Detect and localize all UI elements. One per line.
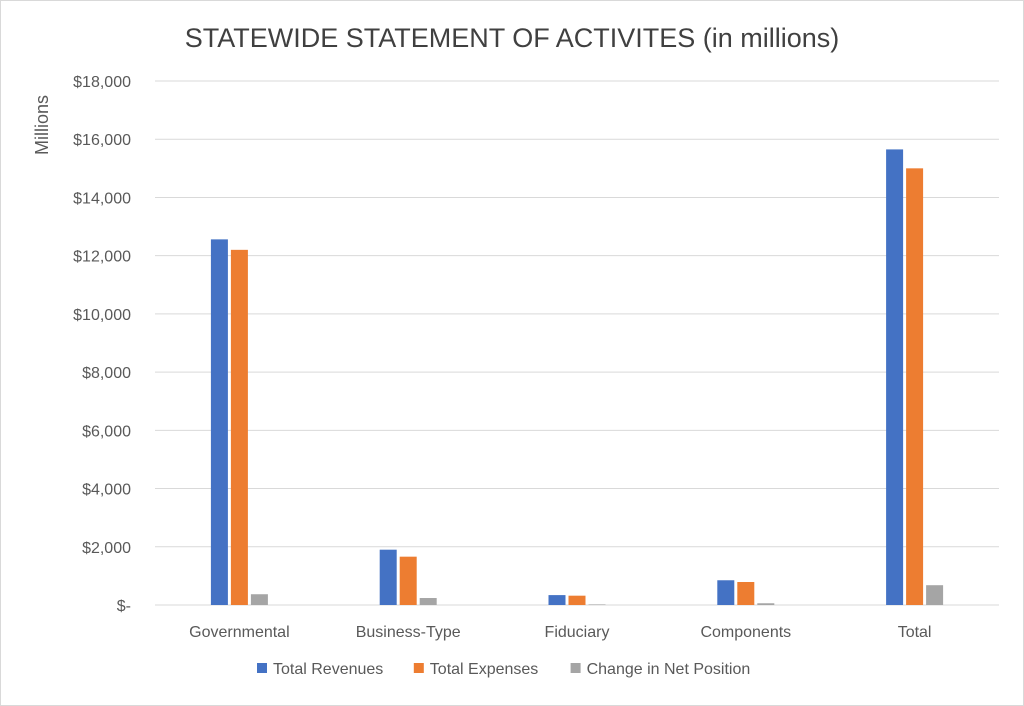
x-tick-label: Components [700, 624, 791, 641]
bar-governmental-change-in-net-position [250, 594, 268, 605]
legend-label: Total Expenses [430, 661, 539, 678]
bar-total-total-revenues [886, 149, 904, 605]
y-tick-label: $12,000 [73, 249, 131, 266]
bar-fiduciary-change-in-net-position [588, 604, 606, 605]
y-tick-label: $16,000 [73, 132, 131, 149]
y-tick-label: $6,000 [82, 423, 131, 440]
bar-total-total-expenses [906, 168, 924, 606]
x-tick-label: Fiduciary [545, 624, 610, 641]
legend-label: Total Revenues [273, 661, 383, 678]
bar-fiduciary-total-expenses [568, 595, 586, 605]
y-axis-label: Millions [32, 95, 52, 155]
x-tick-label: Total [898, 624, 932, 641]
x-tick-label: Business-Type [356, 624, 461, 641]
gridlines [155, 80, 999, 606]
y-tick-label: $8,000 [82, 365, 131, 382]
bar-business-type-total-revenues [379, 549, 397, 605]
y-axis-ticks: $- $2,000 $4,000 $6,000 $8,000 $10,000 $12,000… [73, 74, 131, 615]
chart-title: STATEWIDE STATEMENT OF ACTIVITES (in mil… [185, 23, 840, 53]
bar-governmental-total-expenses [230, 249, 248, 605]
y-tick-label: $2,000 [82, 540, 131, 557]
legend-label: Change in Net Position [587, 661, 751, 678]
legend-swatch [413, 663, 424, 673]
bar-business-type-total-expenses [399, 556, 417, 605]
y-tick-label: $10,000 [73, 307, 131, 324]
bar-components-total-expenses [737, 582, 755, 605]
bar-governmental-total-revenues [210, 239, 228, 605]
bars [210, 149, 944, 606]
legend: Total Revenues Total Expenses Change in Ne… [257, 661, 750, 678]
bar-components-total-revenues [717, 580, 735, 605]
y-tick-label: $14,000 [73, 190, 131, 207]
bar-fiduciary-total-revenues [548, 595, 566, 605]
x-axis-ticks: Governmental Business-Type Fiduciary Compon… [189, 624, 931, 641]
x-tick-label: Governmental [189, 624, 290, 641]
legend-swatch [257, 663, 267, 673]
y-tick-label: $4,000 [82, 482, 131, 499]
y-tick-label: $- [117, 598, 131, 615]
bar-components-change-in-net-position [757, 603, 775, 605]
y-tick-label: $18,000 [73, 74, 131, 91]
bar-business-type-change-in-net-position [419, 598, 437, 605]
legend-swatch [570, 663, 581, 673]
bar-total-change-in-net-position [926, 585, 944, 605]
